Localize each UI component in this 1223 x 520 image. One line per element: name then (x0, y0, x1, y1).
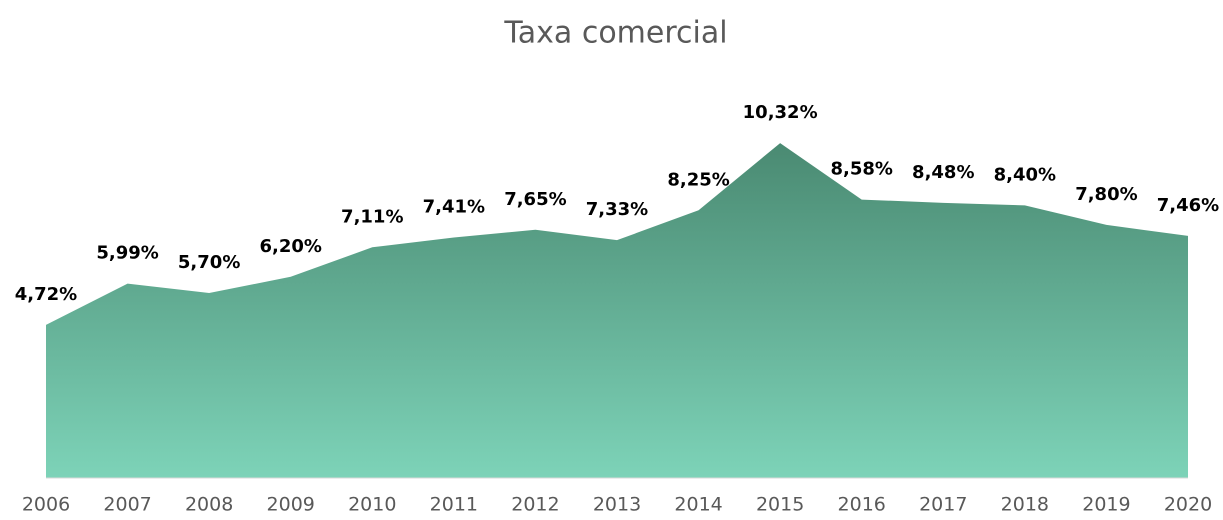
x-tick-label: 2012 (511, 494, 559, 516)
x-tick-label: 2017 (919, 494, 967, 516)
data-label: 7,80% (1075, 184, 1137, 205)
data-label: 7,46% (1157, 195, 1219, 216)
x-tick-label: 2010 (348, 494, 396, 516)
area (46, 143, 1188, 478)
data-label: 8,58% (830, 159, 892, 180)
data-label: 5,70% (178, 252, 240, 273)
x-tick-label: 2019 (1082, 494, 1130, 516)
x-tick-label: 2013 (593, 494, 641, 516)
x-tick-label: 2014 (674, 494, 722, 516)
data-label: 8,48% (912, 162, 974, 183)
data-label: 8,40% (994, 164, 1056, 185)
data-label: 7,11% (341, 206, 403, 227)
data-label: 4,72% (15, 284, 77, 305)
data-label: 10,32% (743, 102, 818, 123)
x-tick-label: 2009 (267, 494, 315, 516)
data-label: 7,33% (586, 199, 648, 220)
data-label: 6,20% (259, 236, 321, 257)
x-tick-label: 2015 (756, 494, 804, 516)
x-tick-label: 2016 (838, 494, 886, 516)
x-tick-label: 2008 (185, 494, 233, 516)
data-label: 5,99% (96, 243, 158, 264)
chart-title: Taxa comercial (503, 16, 727, 51)
x-tick-label: 2006 (22, 494, 70, 516)
x-tick-label: 2007 (103, 494, 151, 516)
data-label: 7,65% (504, 189, 566, 210)
data-label: 8,25% (667, 169, 729, 190)
x-tick-label: 2018 (1001, 494, 1049, 516)
x-tick-label: 2011 (430, 494, 478, 516)
data-label: 7,41% (423, 197, 485, 218)
x-tick-label: 2020 (1164, 494, 1212, 516)
